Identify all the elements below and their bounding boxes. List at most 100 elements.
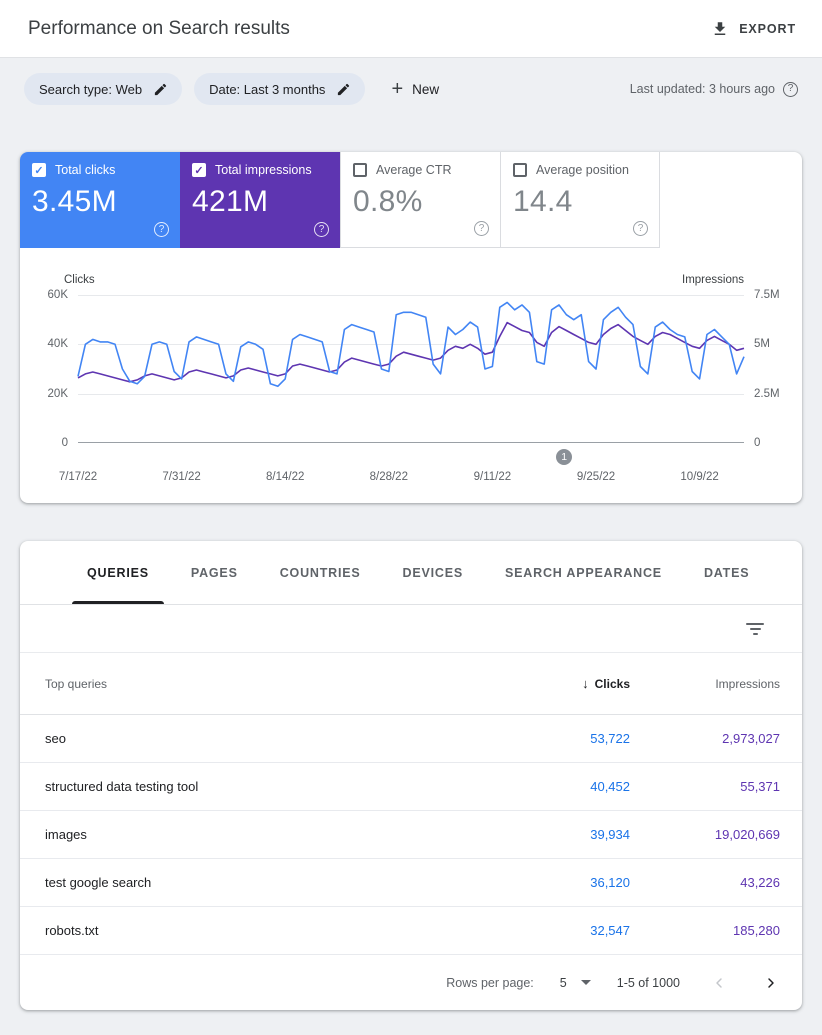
filter-bar: Search type: Web Date: Last 3 months + N…: [0, 58, 822, 120]
performance-card: ✓ Total clicks 3.45M ? ✓ Total impressio…: [20, 152, 802, 503]
clicks-cell: 53,722: [590, 731, 630, 746]
tab-pages[interactable]: PAGES: [190, 565, 238, 580]
chart-plot-area[interactable]: [78, 295, 744, 443]
download-icon: [714, 21, 726, 35]
impressions-line: [78, 323, 744, 382]
search-type-chip[interactable]: Search type: Web: [24, 73, 183, 105]
chevron-left-icon: [716, 977, 722, 988]
y-tick-label: 2.5M: [754, 387, 780, 400]
tab-search-appearance[interactable]: SEARCH APPEARANCE: [505, 565, 662, 580]
rows-per-page-value: 5: [559, 975, 567, 990]
tab-dates[interactable]: DATES: [703, 565, 750, 580]
help-icon[interactable]: ?: [474, 221, 489, 236]
filter-list-icon[interactable]: [746, 622, 764, 635]
y-tick-label: 7.5M: [754, 289, 780, 301]
date-range-chip-label: Date: Last 3 months: [209, 81, 326, 97]
impressions-cell: 185,280: [733, 923, 780, 938]
queries-table-card: QUERIES PAGES COUNTRIES DEVICES SEARCH A…: [20, 541, 802, 1010]
x-tick-label: 8/28/22: [369, 471, 408, 483]
page-title: Performance on Search results: [28, 17, 290, 39]
impressions-cell: 43,226: [740, 875, 780, 890]
pencil-icon: [338, 83, 350, 95]
query-cell: images: [45, 827, 87, 842]
tab-countries[interactable]: COUNTRIES: [279, 565, 361, 580]
query-cell: structured data testing tool: [45, 779, 199, 794]
column-header-queries[interactable]: Top queries: [45, 676, 108, 691]
x-tick-label: 7/17/22: [58, 471, 98, 483]
help-icon[interactable]: ?: [314, 222, 329, 237]
rows-per-page-label: Rows per page:: [446, 975, 534, 990]
metric-value: 421M: [192, 185, 269, 218]
right-axis-ticks: 7.5M 5M 2.5M 0: [744, 289, 802, 449]
metric-tiles: ✓ Total clicks 3.45M ? ✓ Total impressio…: [20, 152, 802, 248]
column-header-impressions[interactable]: Impressions: [715, 676, 780, 691]
right-axis-title: Impressions: [682, 274, 744, 286]
last-updated: Last updated: 3 hours ago ?: [630, 81, 798, 97]
pencil-icon: [154, 83, 167, 95]
checkbox-empty-icon[interactable]: [513, 163, 527, 177]
clicks-cell: 36,120: [590, 875, 630, 890]
new-filter-button[interactable]: + New: [391, 79, 439, 99]
top-bar: Performance on Search results EXPORT: [0, 0, 822, 58]
y-tick-label: 0: [754, 437, 761, 449]
gridline: [78, 393, 744, 395]
help-icon[interactable]: ?: [783, 81, 798, 97]
checkbox-empty-icon[interactable]: [353, 163, 367, 177]
average-position-tile[interactable]: Average position 14.4 ?: [500, 152, 660, 248]
help-icon[interactable]: ?: [633, 221, 648, 236]
column-header-clicks[interactable]: ↓ Clicks: [582, 676, 630, 691]
metric-label: Total impressions: [215, 163, 312, 177]
impressions-cell: 19,020,669: [714, 827, 780, 842]
next-page-button[interactable]: [758, 970, 784, 996]
query-cell: robots.txt: [45, 923, 99, 938]
impressions-cell: 55,371: [740, 779, 780, 794]
help-icon[interactable]: ?: [154, 222, 169, 237]
table-row[interactable]: images 39,934 19,020,669: [20, 811, 802, 859]
clicks-cell: 40,452: [590, 779, 630, 794]
plus-icon: +: [391, 78, 404, 100]
table-footer: Rows per page: 5 1-5 of 1000: [20, 955, 802, 1010]
metric-value: 3.45M: [32, 185, 117, 218]
metric-label: Total clicks: [55, 163, 116, 177]
metric-value: 14.4: [513, 185, 573, 218]
table-row[interactable]: structured data testing tool 40,452 55,371: [20, 763, 802, 811]
y-tick-label: 60K: [47, 289, 68, 301]
annotation-marker[interactable]: 1: [556, 449, 573, 465]
dropdown-caret-icon: [580, 980, 591, 985]
performance-chart: Clicks Impressions 60K 40K 20K 0: [20, 248, 802, 503]
search-type-chip-label: Search type: Web: [39, 81, 143, 97]
table-row[interactable]: seo 53,722 2,973,027: [20, 715, 802, 763]
impressions-cell: 2,973,027: [722, 731, 780, 746]
table-header: Top queries ↓ Clicks Impressions: [20, 653, 802, 715]
gridline: [78, 344, 744, 346]
tab-devices[interactable]: DEVICES: [402, 565, 464, 580]
x-tick-label: 7/31/22: [162, 471, 201, 483]
date-range-chip[interactable]: Date: Last 3 months: [194, 73, 366, 105]
rows-per-page-select[interactable]: 5: [560, 976, 591, 990]
y-tick-label: 0: [61, 437, 68, 449]
chevron-right-icon: [768, 977, 774, 988]
left-axis-title: Clicks: [64, 274, 95, 286]
tab-queries[interactable]: QUERIES: [66, 541, 170, 604]
new-filter-label: New: [412, 81, 440, 97]
export-button[interactable]: EXPORT: [711, 20, 796, 38]
table-row[interactable]: robots.txt 32,547 185,280: [20, 907, 802, 955]
table-row[interactable]: test google search 36,120 43,226: [20, 859, 802, 907]
total-clicks-tile[interactable]: ✓ Total clicks 3.45M ?: [20, 152, 180, 248]
left-axis-ticks: 60K 40K 20K 0: [20, 289, 78, 449]
previous-page-button[interactable]: [706, 970, 732, 996]
query-cell: seo: [45, 731, 66, 746]
clicks-line: [78, 302, 744, 386]
pagination-range: 1-5 of 1000: [616, 975, 680, 990]
export-label: EXPORT: [739, 21, 796, 36]
average-ctr-tile[interactable]: Average CTR 0.8% ?: [340, 152, 500, 248]
metric-value: 0.8%: [353, 185, 423, 218]
y-tick-label: 5M: [754, 338, 770, 351]
total-impressions-tile[interactable]: ✓ Total impressions 421M ?: [180, 152, 340, 248]
x-tick-label: 9/11/22: [473, 471, 512, 483]
checkbox-checked-icon[interactable]: ✓: [192, 163, 206, 177]
x-tick-label: 9/25/22: [576, 471, 616, 483]
checkbox-checked-icon[interactable]: ✓: [32, 163, 46, 177]
clicks-cell: 32,547: [590, 923, 630, 938]
x-axis-labels: 1 7/17/22 7/31/22 8/14/22 8/28/22 9/11/22 9/2…: [59, 443, 744, 491]
